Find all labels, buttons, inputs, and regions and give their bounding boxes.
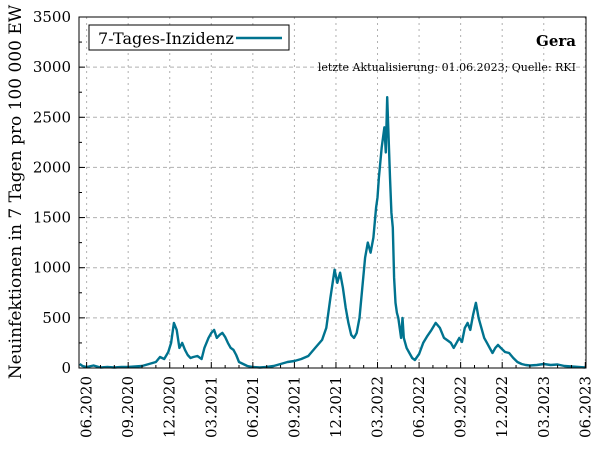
x-tick-label: 06.2022 xyxy=(410,376,428,438)
chart-title: Gera xyxy=(536,32,576,50)
x-tick-labels: 06.2020 09.2020 12.2020 03.2021 06.2021 09.20… xyxy=(78,376,595,438)
x-tick-label: 03.2022 xyxy=(369,376,387,438)
x-tick-label: 12.2022 xyxy=(493,376,511,438)
x-tick-label: 06.2021 xyxy=(244,376,262,438)
y-tick-label: 3500 xyxy=(33,8,71,26)
x-tick-label: 09.2020 xyxy=(119,376,137,438)
x-tick-label: 06.2023 xyxy=(576,376,594,438)
legend-label: 7-Tages-Inzidenz xyxy=(98,29,234,48)
y-tick-label: 1000 xyxy=(33,259,71,277)
x-tick-label: 09.2022 xyxy=(452,376,470,438)
axis-ticks xyxy=(79,16,586,369)
y-tick-label: 500 xyxy=(42,309,71,327)
y-tick-label: 3000 xyxy=(33,58,71,76)
x-tick-label: 03.2023 xyxy=(535,376,553,438)
y-tick-label: 2500 xyxy=(33,108,71,126)
x-tick-label: 09.2021 xyxy=(285,376,303,438)
x-tick-label: 06.2020 xyxy=(78,376,96,438)
y-tick-label: 1500 xyxy=(33,209,71,227)
series-line-7-tages-inzidenz xyxy=(79,95,586,369)
y-tick-label: 2000 xyxy=(33,158,71,176)
y-tick-label: 0 xyxy=(61,359,71,377)
y-axis-label: Neuinfektionen in 7 Tagen pro 100 000 EW xyxy=(6,4,26,379)
x-tick-label: 12.2020 xyxy=(161,376,179,438)
y-tick-labels: 0 500 1000 1500 2000 2500 3000 3500 xyxy=(33,8,71,377)
legend: 7-Tages-Inzidenz xyxy=(88,24,290,51)
x-tick-label: 12.2021 xyxy=(327,376,345,438)
series-layer xyxy=(79,95,586,369)
chart-subtitle: letzte Aktualisierung: 01.06.2023; Quell… xyxy=(318,61,576,74)
x-tick-label: 03.2021 xyxy=(202,376,220,438)
